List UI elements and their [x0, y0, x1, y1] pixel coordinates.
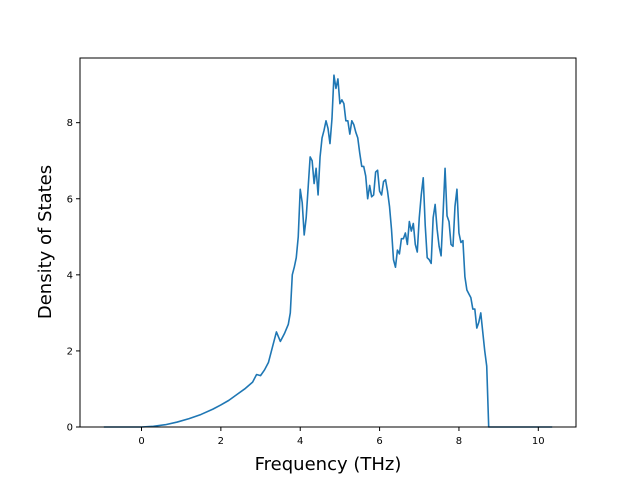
y-tick-label: 4: [67, 270, 73, 281]
x-axis-label: Frequency (THz): [255, 454, 402, 475]
y-tick-label: 8: [67, 118, 73, 129]
y-tick-label: 2: [67, 346, 73, 357]
x-tick-label: 6: [376, 436, 382, 447]
axes-frame: [79, 57, 577, 428]
y-tick-label: 6: [67, 194, 73, 205]
x-tick-label: 4: [297, 436, 303, 447]
y-axis-label: Density of States: [35, 165, 56, 319]
x-tick-label: 10: [532, 436, 545, 447]
plot-area: [103, 74, 553, 428]
x-tick-label: 2: [218, 436, 224, 447]
y-axis-ticks: 0 2 4 6 8: [67, 118, 80, 434]
series-line-0: [103, 74, 553, 428]
x-axis-ticks: 0 2 4 6 8 10: [138, 427, 545, 447]
y-tick-label: 0: [67, 423, 73, 434]
x-tick-label: 0: [138, 436, 144, 447]
x-tick-label: 8: [456, 436, 462, 447]
